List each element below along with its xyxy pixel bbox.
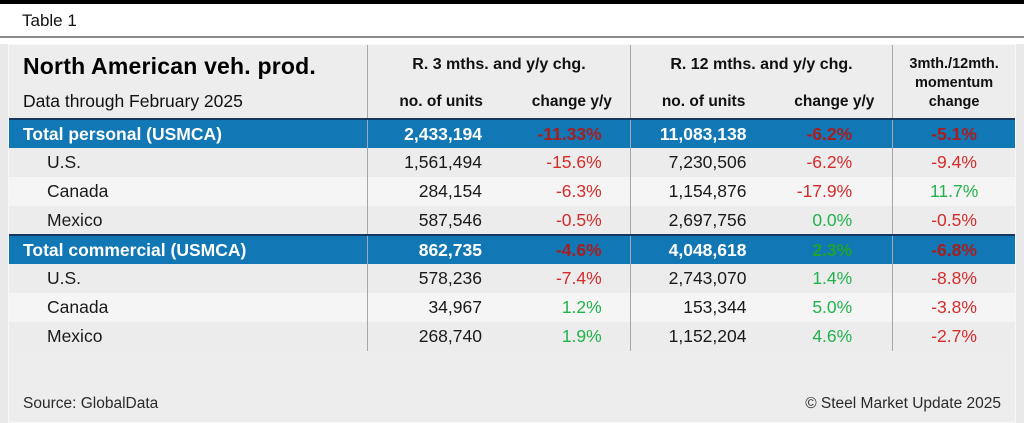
- col-group-12mo: R. 12 mths. and y/y chg.: [630, 45, 894, 80]
- copyright-note: © Steel Market Update 2025: [805, 395, 1001, 413]
- table-row-personal-canada: Canada 284,154 -6.3% 1,154,876 -17.9% 11…: [9, 177, 1015, 207]
- units-3mo: 862,735: [418, 239, 482, 260]
- change-value: -4.6%: [555, 239, 602, 260]
- table-row-total-commercial: Total commercial (USMCA) 862,735 -4.6% 4…: [9, 235, 1015, 265]
- momentum-value: -0.5%: [931, 209, 977, 230]
- col-head-change-12mo: change y/y: [776, 79, 894, 120]
- momentum-change: -5.1%: [893, 119, 1015, 148]
- page-subtitle: Data through February 2025: [23, 91, 243, 112]
- momentum-change: -6.8%: [893, 235, 1015, 264]
- units-3mo: 1,561,494: [404, 152, 482, 173]
- page-title: North American veh. prod.: [23, 53, 316, 79]
- row-label: Canada: [9, 293, 369, 323]
- col-head-change-3mo: change y/y: [513, 79, 631, 120]
- units-12mo: 2,743,070: [668, 268, 747, 289]
- row-label: Total commercial (USMCA): [9, 235, 369, 265]
- units-12mo: 2,697,756: [668, 209, 747, 230]
- table-footer: Source: GlobalData © Steel Market Update…: [9, 351, 1015, 422]
- col-head-units-3mo: no. of units: [399, 93, 483, 111]
- change-12mo: 5.0%: [776, 293, 894, 323]
- source-note: Source: GlobalData: [23, 395, 159, 413]
- units-12mo: 1,154,876: [668, 181, 747, 202]
- momentum-value: -6.8%: [931, 239, 977, 260]
- table-row-personal-us: U.S. 1,561,494 -15.6% 7,230,506 -6.2% -9…: [9, 148, 1015, 178]
- col-group-3mo: R. 3 mths. and y/y chg.: [367, 45, 631, 80]
- change-value: 4.6%: [812, 326, 853, 347]
- change-value: 1.9%: [561, 326, 602, 347]
- change-3mo: 1.9%: [513, 322, 631, 352]
- units-3mo: 2,433,194: [404, 123, 482, 144]
- momentum-change: -2.7%: [893, 322, 1015, 351]
- change-12mo: -6.2%: [776, 148, 894, 178]
- col-head-momentum: 3mth./12mth. momentum change: [909, 56, 999, 111]
- row-label: Canada: [9, 177, 369, 207]
- change-value: -11.33%: [537, 123, 602, 144]
- change-3mo: -4.6%: [513, 235, 631, 265]
- change-3mo: -15.6%: [513, 148, 631, 178]
- table-row-personal-mexico: Mexico 587,546 -0.5% 2,697,756 0.0% -0.5…: [9, 206, 1015, 236]
- table-row-total-personal: Total personal (USMCA) 2,433,194 -11.33%…: [9, 119, 1015, 149]
- table-row-commercial-us: U.S. 578,236 -7.4% 2,743,070 1.4% -8.8%: [9, 264, 1015, 294]
- change-3mo: -0.5%: [513, 206, 631, 236]
- momentum-value: -8.8%: [931, 268, 977, 289]
- change-value: -6.2%: [806, 123, 853, 144]
- momentum-change: -9.4%: [893, 148, 1015, 177]
- table-title-cell: North American veh. prod. Data through F…: [9, 45, 369, 120]
- change-12mo: 0.0%: [776, 206, 894, 236]
- change-value: 5.0%: [812, 297, 853, 318]
- momentum-value: -3.8%: [931, 297, 977, 318]
- momentum-change: -8.8%: [893, 264, 1015, 293]
- row-label: Total personal (USMCA): [9, 119, 369, 149]
- change-3mo: -7.4%: [513, 264, 631, 294]
- change-12mo: -17.9%: [776, 177, 894, 207]
- change-value: -15.6%: [546, 152, 602, 173]
- momentum-change: -3.8%: [893, 293, 1015, 322]
- change-3mo: -6.3%: [513, 177, 631, 207]
- header-sub-row: no. of units change y/y no. of units cha…: [9, 79, 1015, 120]
- change-3mo: 1.2%: [513, 293, 631, 323]
- units-12mo: 1,152,204: [668, 326, 747, 347]
- col-head-units-12mo: no. of units: [661, 93, 746, 111]
- change-value: -7.4%: [555, 268, 602, 289]
- change-12mo: 4.6%: [776, 322, 894, 352]
- momentum-value: -2.7%: [931, 326, 977, 347]
- row-label: U.S.: [9, 148, 369, 178]
- change-3mo: -11.33%: [513, 119, 631, 149]
- change-value: -6.3%: [555, 181, 602, 202]
- units-3mo: 268,740: [418, 326, 482, 347]
- table-caption: Table 1: [22, 11, 77, 30]
- caption-bar: Table 1: [0, 0, 1024, 44]
- table-row-commercial-canada: Canada 34,967 1.2% 153,344 5.0% -3.8%: [9, 293, 1015, 323]
- units-3mo: 578,236: [418, 268, 482, 289]
- change-value: 2.3%: [812, 239, 853, 260]
- units-3mo: 587,546: [418, 209, 482, 230]
- units-3mo: 34,967: [428, 297, 482, 318]
- table-row-commercial-mexico: Mexico 268,740 1.9% 1,152,204 4.6% -2.7%: [9, 322, 1015, 352]
- change-12mo: 1.4%: [776, 264, 894, 294]
- row-label: Mexico: [9, 322, 369, 352]
- momentum-change: -0.5%: [893, 206, 1015, 235]
- units-12mo: 11,083,138: [659, 123, 747, 144]
- row-label: Mexico: [9, 206, 369, 236]
- change-12mo: 2.3%: [776, 235, 894, 265]
- change-12mo: -6.2%: [776, 119, 894, 149]
- units-3mo: 284,154: [418, 181, 482, 202]
- change-value: 0.0%: [812, 209, 853, 230]
- row-label: U.S.: [9, 264, 369, 294]
- momentum-value: -5.1%: [931, 123, 977, 144]
- units-12mo: 7,230,506: [668, 152, 747, 173]
- units-12mo: 4,048,618: [668, 239, 747, 260]
- change-value: -6.2%: [806, 152, 853, 173]
- change-value: 1.4%: [812, 268, 853, 289]
- momentum-value: -9.4%: [931, 152, 977, 173]
- units-12mo: 153,344: [683, 297, 747, 318]
- change-value: 1.2%: [561, 297, 602, 318]
- change-value: -0.5%: [555, 209, 602, 230]
- table-card: North American veh. prod. Data through F…: [8, 44, 1016, 423]
- change-value: -17.9%: [796, 181, 853, 202]
- momentum-value: 11.7%: [929, 181, 979, 202]
- momentum-change: 11.7%: [893, 177, 1015, 206]
- production-table: North American veh. prod. Data through F…: [9, 45, 1015, 352]
- header-group-row: North American veh. prod. Data through F…: [9, 45, 1015, 120]
